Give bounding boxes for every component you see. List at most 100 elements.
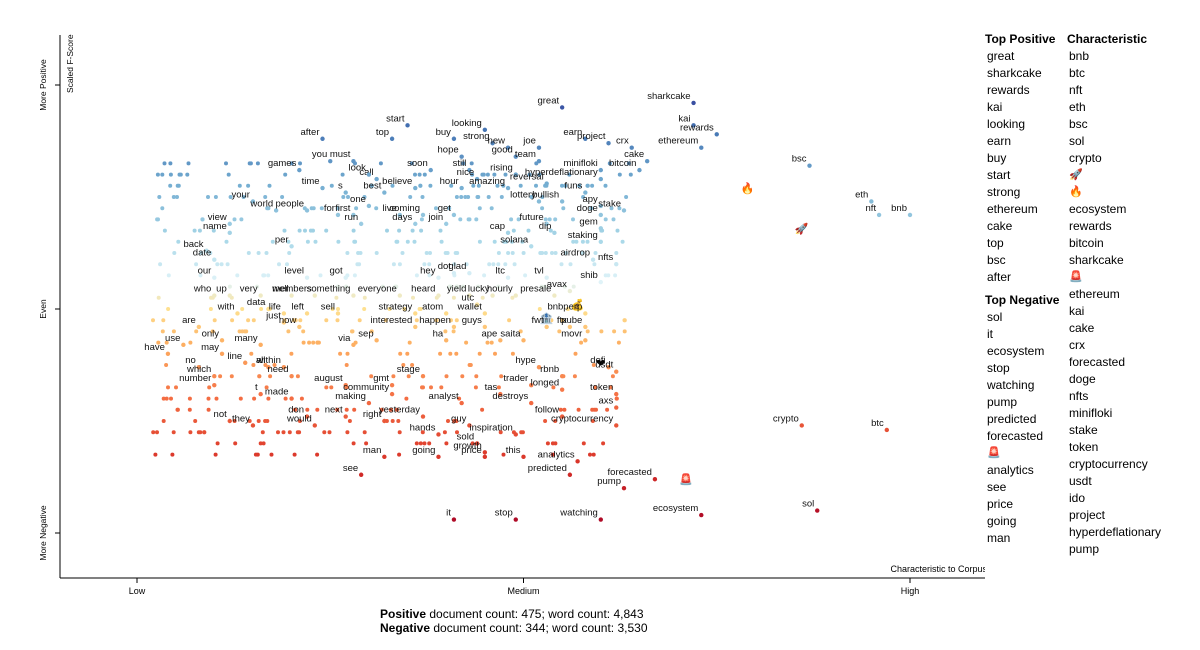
point-yield[interactable]: yield xyxy=(447,284,472,298)
point-see[interactable]: see xyxy=(343,463,364,477)
point-days[interactable]: days xyxy=(392,212,418,227)
top_positive-item[interactable]: earn xyxy=(987,134,1012,148)
characteristic-item[interactable]: ethereum xyxy=(1069,287,1120,301)
point-date[interactable]: date xyxy=(193,248,217,262)
point-bullish[interactable]: bullish xyxy=(532,189,565,204)
point-rewards[interactable]: rewards xyxy=(680,122,719,137)
point-ape[interactable]: ape xyxy=(481,328,503,343)
point-new[interactable]: new xyxy=(488,136,511,150)
point-very[interactable]: very xyxy=(240,284,263,298)
point-joe[interactable]: joe xyxy=(522,136,542,150)
top_positive-item[interactable]: after xyxy=(987,270,1012,284)
point-presale[interactable]: presale xyxy=(520,284,557,298)
point-something[interactable]: something xyxy=(307,284,356,298)
point-right[interactable]: right xyxy=(363,409,387,424)
point-per[interactable]: per xyxy=(275,234,294,249)
point-nft[interactable]: nft xyxy=(866,203,882,218)
point-watching[interactable]: watching xyxy=(559,508,603,522)
point-lucky[interactable]: lucky xyxy=(468,284,495,298)
point-growth[interactable]: growth xyxy=(453,440,488,455)
point-emoji[interactable]: 💰 xyxy=(571,299,585,312)
point-need[interactable]: need xyxy=(267,364,294,379)
point-back[interactable]: back xyxy=(183,239,209,253)
point-data[interactable]: data xyxy=(247,297,271,312)
point-great[interactable]: great xyxy=(537,95,565,110)
characteristic-item[interactable]: ecosystem xyxy=(1069,202,1127,216)
top_negative-item[interactable]: going xyxy=(987,514,1017,528)
point-your[interactable]: your xyxy=(231,189,256,204)
top_negative-item[interactable]: it xyxy=(987,327,993,341)
characteristic-item[interactable]: sol xyxy=(1069,134,1085,148)
point-next[interactable]: next xyxy=(325,405,348,419)
top_negative-item[interactable]: forecasted xyxy=(987,429,1044,443)
point-emoji[interactable]: 🏦 xyxy=(540,312,554,325)
point-future[interactable]: future xyxy=(519,212,549,227)
characteristic-item[interactable]: cake xyxy=(1069,321,1095,335)
characteristic-item[interactable]: ido xyxy=(1069,491,1086,505)
point-line[interactable]: line xyxy=(227,351,248,365)
top_negative-item[interactable]: see xyxy=(987,480,1007,494)
point-stake[interactable]: stake xyxy=(598,198,627,213)
characteristic-item[interactable]: usdt xyxy=(1069,474,1092,488)
top_positive-item[interactable]: sharkcake xyxy=(987,66,1042,80)
top_negative-item[interactable]: analytics xyxy=(987,463,1034,477)
point-hourly[interactable]: hourly xyxy=(487,284,518,298)
point-they[interactable]: they xyxy=(232,413,256,428)
point-btc[interactable]: btc xyxy=(871,418,890,433)
point-defi[interactable]: defi xyxy=(590,355,611,370)
point-project[interactable]: project xyxy=(577,131,611,146)
point-s[interactable]: s xyxy=(338,181,348,195)
point-hands[interactable]: hands xyxy=(410,422,441,437)
characteristic-item[interactable]: nft xyxy=(1069,83,1083,97)
point-gmt[interactable]: gmt xyxy=(373,373,395,388)
point-minifloki[interactable]: minifloki xyxy=(563,158,603,173)
point-bsc[interactable]: bsc xyxy=(792,154,812,168)
point-shib[interactable]: shib xyxy=(580,270,603,285)
point-top[interactable]: top xyxy=(376,127,395,141)
characteristic-item[interactable]: eth xyxy=(1069,100,1086,114)
point-cake[interactable]: cake xyxy=(624,149,650,164)
point-funs[interactable]: funs xyxy=(564,181,588,195)
top_negative-item[interactable]: stop xyxy=(987,361,1010,375)
point-first[interactable]: first xyxy=(335,203,356,218)
point-call[interactable]: call xyxy=(359,167,379,182)
top_negative-item[interactable]: predicted xyxy=(987,412,1037,426)
point-rising[interactable]: rising xyxy=(490,163,518,177)
point-ethereum[interactable]: ethereum xyxy=(658,136,704,150)
point-pube[interactable]: pube xyxy=(561,315,588,330)
point-amazing[interactable]: amazing xyxy=(469,176,511,191)
point-within[interactable]: within xyxy=(256,355,287,370)
point-ha[interactable]: ha xyxy=(433,328,449,343)
characteristic-item[interactable]: crypto xyxy=(1069,151,1102,165)
point-doge[interactable]: doge xyxy=(577,203,603,218)
point-community[interactable]: community xyxy=(343,382,395,397)
point-emoji[interactable]: ❤ xyxy=(596,358,605,370)
point-hour[interactable]: hour xyxy=(440,176,464,191)
point-movr[interactable]: movr xyxy=(561,328,588,343)
point-ecosystem[interactable]: ecosystem xyxy=(653,503,704,518)
point-still[interactable]: still xyxy=(453,158,472,173)
point-follow[interactable]: follow xyxy=(535,405,565,419)
point-lottery[interactable]: lottery xyxy=(510,189,542,204)
top_positive-item[interactable]: ethereum xyxy=(987,202,1038,216)
point-eth[interactable]: eth xyxy=(855,189,874,204)
point-fwt[interactable]: fwt xyxy=(532,315,549,330)
point-our[interactable]: our xyxy=(198,266,217,280)
point-gem[interactable]: gem xyxy=(579,216,603,231)
point-one[interactable]: one xyxy=(350,194,372,209)
top_negative-item[interactable]: price xyxy=(987,497,1014,511)
point-no[interactable]: no xyxy=(185,355,202,370)
characteristic-item[interactable]: bitcoin xyxy=(1069,236,1104,250)
point-analytics[interactable]: analytics xyxy=(538,449,580,464)
point-going[interactable]: going xyxy=(412,445,441,460)
point-sharkcake[interactable]: sharkcake xyxy=(647,91,696,106)
top_negative-item[interactable]: sol xyxy=(987,310,1003,324)
characteristic-item[interactable]: bnb xyxy=(1069,49,1090,63)
characteristic-item[interactable]: doge xyxy=(1069,372,1096,386)
point-many[interactable]: many xyxy=(234,333,263,348)
point-you[interactable]: you xyxy=(312,149,333,164)
point-emoji[interactable]: 🚀 xyxy=(795,222,809,235)
characteristic-item[interactable]: kai xyxy=(1069,304,1085,318)
top_positive-item[interactable]: start xyxy=(987,168,1011,182)
point-rbnb[interactable]: rbnb xyxy=(540,364,565,379)
